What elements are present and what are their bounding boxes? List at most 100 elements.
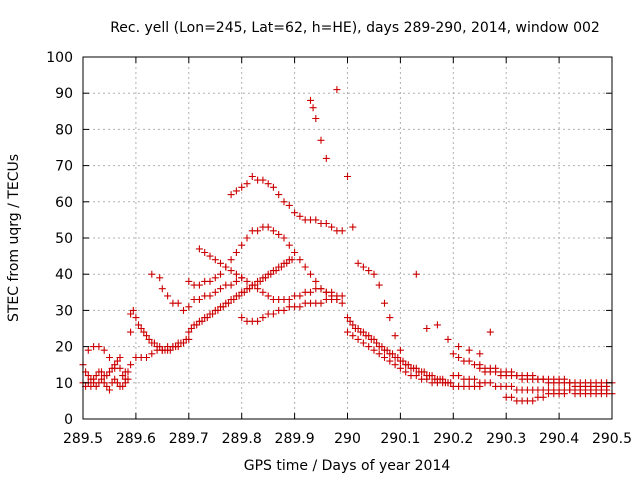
data-point bbox=[354, 325, 362, 332]
data-point bbox=[106, 368, 113, 376]
data-point bbox=[158, 346, 166, 354]
data-point bbox=[455, 343, 463, 351]
data-point bbox=[391, 332, 399, 340]
data-point bbox=[301, 263, 309, 271]
data-point bbox=[370, 335, 378, 343]
data-point bbox=[150, 339, 158, 347]
y-tick-labels: 0 10 20 30 40 50 60 70 80 90 100 bbox=[46, 50, 73, 428]
data-point bbox=[135, 321, 142, 329]
data-point bbox=[206, 252, 214, 260]
data-point bbox=[262, 274, 269, 282]
y-tick-label: 50 bbox=[55, 231, 73, 247]
data-point bbox=[227, 281, 235, 289]
data-point bbox=[394, 354, 402, 361]
data-point bbox=[132, 314, 140, 322]
data-point bbox=[288, 256, 296, 264]
data-point bbox=[238, 274, 246, 282]
data-point bbox=[206, 292, 214, 300]
data-point bbox=[349, 223, 357, 231]
x-axis-label: GPS time / Days of year 2014 bbox=[244, 458, 451, 474]
data-point bbox=[211, 288, 219, 296]
data-point bbox=[193, 321, 201, 329]
data-point bbox=[230, 296, 238, 303]
data-point bbox=[243, 277, 251, 285]
data-point bbox=[217, 270, 224, 278]
chart-title: Rec. yell (Lon=245, Lat=62, h=HE), days … bbox=[110, 20, 600, 36]
data-point bbox=[370, 270, 378, 278]
data-point bbox=[264, 292, 272, 300]
y-tick-label: 40 bbox=[55, 267, 73, 283]
data-point bbox=[566, 379, 574, 387]
data-point bbox=[389, 350, 396, 358]
data-point bbox=[465, 357, 473, 365]
data-point bbox=[264, 180, 272, 188]
data-point bbox=[328, 288, 336, 296]
data-point bbox=[471, 375, 478, 383]
data-point bbox=[373, 339, 381, 347]
data-point bbox=[365, 343, 373, 351]
data-point bbox=[98, 375, 105, 383]
x-tick-label: 289.6 bbox=[116, 431, 156, 447]
data-point bbox=[92, 382, 100, 390]
data-point bbox=[201, 249, 209, 256]
data-point bbox=[209, 310, 217, 318]
data-point bbox=[375, 350, 383, 358]
data-point bbox=[227, 191, 235, 199]
data-point bbox=[383, 346, 391, 354]
data-point bbox=[127, 310, 135, 318]
data-point bbox=[158, 285, 166, 293]
data-point bbox=[444, 379, 452, 387]
data-point bbox=[423, 375, 431, 383]
data-point bbox=[127, 361, 135, 369]
data-point bbox=[100, 346, 108, 354]
data-point bbox=[232, 277, 240, 285]
data-point bbox=[513, 372, 521, 380]
data-point bbox=[402, 368, 410, 376]
data-point bbox=[275, 191, 283, 199]
data-point bbox=[365, 267, 373, 275]
data-point bbox=[280, 306, 288, 314]
data-point bbox=[113, 357, 121, 365]
data-point bbox=[280, 198, 288, 206]
data-point bbox=[225, 299, 232, 307]
data-point bbox=[156, 343, 164, 351]
data-point bbox=[317, 285, 325, 293]
y-axis-label: STEC from uqrg / TECUs bbox=[6, 154, 22, 322]
data-point bbox=[322, 220, 330, 227]
data-point bbox=[119, 372, 127, 380]
data-point bbox=[185, 328, 193, 336]
data-point bbox=[92, 372, 100, 380]
data-point bbox=[106, 386, 113, 394]
data-point bbox=[111, 375, 119, 383]
data-point bbox=[238, 241, 246, 249]
data-point bbox=[508, 382, 515, 390]
data-point bbox=[455, 354, 463, 361]
data-point bbox=[259, 288, 267, 296]
data-point bbox=[187, 325, 195, 332]
data-point bbox=[465, 346, 473, 354]
plot-frame bbox=[82, 56, 613, 420]
data-point bbox=[195, 296, 203, 303]
data-point bbox=[346, 317, 354, 325]
data-point bbox=[412, 270, 420, 278]
data-point bbox=[296, 256, 304, 264]
data-point bbox=[344, 328, 351, 336]
data-point bbox=[560, 390, 568, 398]
data-point bbox=[378, 343, 386, 351]
y-tick-label: 90 bbox=[55, 86, 73, 102]
data-point bbox=[307, 96, 314, 104]
data-point bbox=[296, 212, 304, 220]
y-tick-label: 20 bbox=[55, 340, 73, 356]
data-point bbox=[227, 267, 235, 275]
data-point bbox=[309, 104, 317, 112]
data-point bbox=[285, 241, 293, 249]
x-tick-label: 289.8 bbox=[222, 431, 262, 447]
data-point bbox=[272, 267, 280, 275]
data-point bbox=[232, 270, 240, 278]
data-point bbox=[203, 314, 211, 322]
data-point bbox=[428, 372, 436, 380]
data-point bbox=[285, 296, 293, 303]
y-tick-label: 80 bbox=[55, 122, 73, 138]
data-point bbox=[137, 325, 145, 332]
